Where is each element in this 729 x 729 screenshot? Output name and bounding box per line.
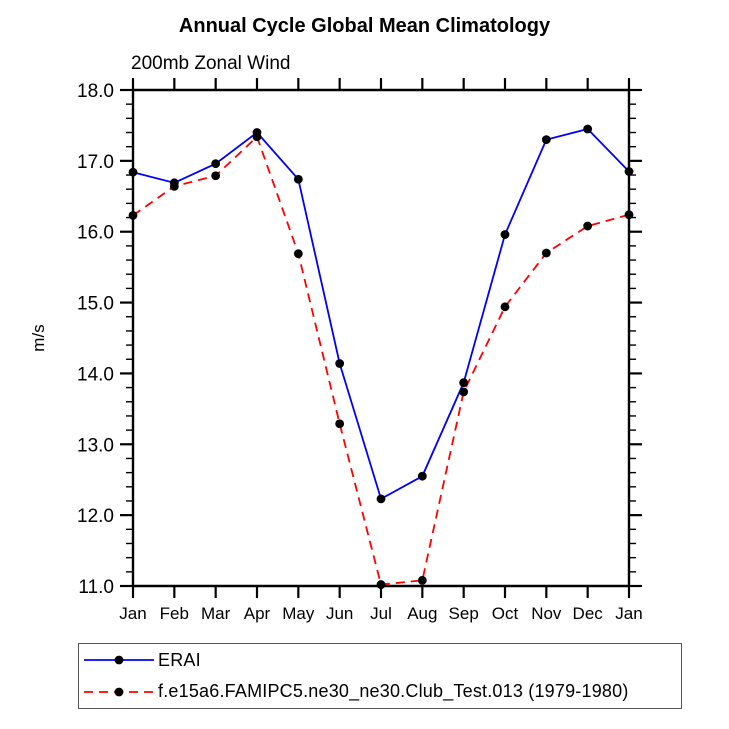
series-marker-0 (211, 159, 221, 169)
x-tick-label: Dec (573, 604, 604, 623)
y-axis-title: m/s (29, 324, 48, 351)
legend-dot-erai (114, 655, 124, 665)
series-marker-1 (252, 132, 262, 142)
series-marker-0 (335, 359, 345, 368)
series-marker-0 (376, 494, 386, 504)
series-marker-1 (541, 248, 551, 258)
series-marker-0 (624, 167, 634, 176)
y-tick-label: 17.0 (77, 152, 114, 173)
series-marker-1 (417, 575, 427, 585)
series-marker-1 (211, 171, 221, 181)
series-marker-0 (293, 174, 303, 184)
legend-box: ERAI f.e15a6.FAMIPC5.ne30_ne30.Club_Test… (78, 643, 682, 709)
series-marker-0 (459, 378, 469, 388)
series-line-0 (132, 127, 630, 501)
x-tick-label: Mar (201, 604, 231, 623)
y-tick-label: 18.0 (77, 81, 114, 102)
chart-subtitle: 200mb Zonal Wind (131, 53, 291, 74)
series-line-1 (132, 135, 630, 586)
x-tick-label: Jul (370, 604, 392, 623)
x-tick-label: Apr (244, 604, 271, 623)
legend-entry-erai: ERAI (82, 645, 681, 675)
y-tick-label: 13.0 (77, 435, 114, 456)
series-marker-0 (128, 167, 138, 177)
series-marker-1 (459, 387, 469, 397)
y-tick-label: 15.0 (77, 294, 114, 315)
series-marker-1 (293, 249, 303, 259)
series-marker-0 (541, 135, 551, 145)
y-tick-label: 16.0 (77, 223, 114, 244)
x-tick-label: Jan (119, 604, 146, 623)
x-tick-label: Oct (492, 604, 519, 623)
series-marker-1 (583, 221, 593, 231)
series-marker-1 (500, 302, 510, 312)
series-marker-1 (128, 211, 138, 220)
legend-label-erai: ERAI (158, 649, 201, 670)
series-marker-1 (335, 419, 345, 429)
x-tick-label: Jan (615, 604, 642, 623)
series-marker-1 (376, 580, 386, 589)
y-tick-label: 14.0 (77, 364, 114, 385)
chart-title: Annual Cycle Global Mean Climatology (178, 15, 551, 37)
series-marker-1 (624, 210, 634, 220)
series-marker-0 (500, 230, 510, 239)
x-tick-label: Jun (326, 604, 353, 623)
legend-label-model: f.e15a6.FAMIPC5.ne30_ne30.Club_Test.013 … (158, 681, 629, 702)
y-tick-label: 11.0 (78, 577, 114, 598)
legend-entry-model: f.e15a6.FAMIPC5.ne30_ne30.Club_Test.013 … (82, 677, 681, 707)
x-tick-label: Aug (407, 604, 437, 623)
legend-dot-model (114, 687, 124, 697)
legend-marker-model (84, 687, 154, 697)
x-tick-label: Nov (531, 604, 562, 623)
x-tick-label: May (282, 604, 315, 623)
x-tick-label: Sep (449, 604, 479, 623)
series-marker-1 (169, 181, 179, 191)
series-marker-0 (417, 471, 427, 481)
legend-marker-erai (84, 655, 154, 665)
y-tick-label: 12.0 (77, 506, 114, 527)
series-marker-0 (583, 124, 593, 134)
x-tick-label: Feb (160, 604, 189, 623)
